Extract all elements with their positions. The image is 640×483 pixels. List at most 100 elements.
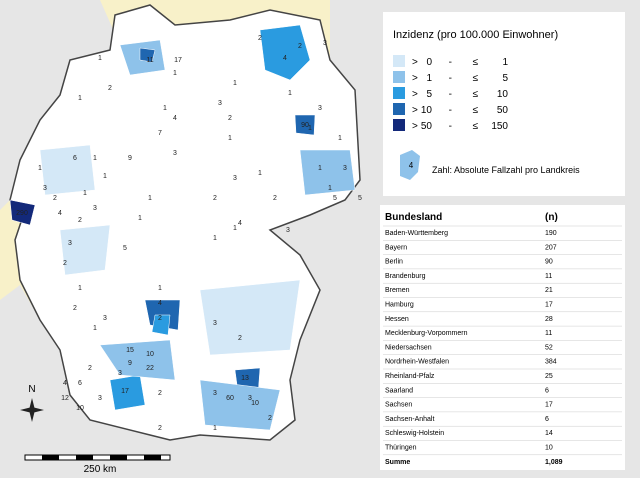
compass-label: N xyxy=(28,384,35,395)
legend-text: > xyxy=(412,73,418,84)
table-cell: 52 xyxy=(545,344,553,351)
table-cell: 207 xyxy=(545,244,557,251)
district-count: 1 xyxy=(328,185,332,192)
district-count: 1 xyxy=(98,55,102,62)
table-cell: Berlin xyxy=(385,259,403,266)
district-count: 6 xyxy=(73,155,77,162)
table-cell: 25 xyxy=(545,373,553,380)
district-count: 2 xyxy=(258,35,262,42)
district-count: 3 xyxy=(118,370,122,377)
district-count: 1 xyxy=(233,80,237,87)
district-count: 2 xyxy=(268,415,272,422)
district-count: 290 xyxy=(16,210,28,217)
district-count: 1 xyxy=(213,425,217,432)
district-count: 5 xyxy=(358,195,362,202)
legend-swatch xyxy=(393,119,405,131)
district-count: 10 xyxy=(76,405,84,412)
district-count: 15 xyxy=(126,347,134,354)
compass xyxy=(20,398,44,422)
district-count: 3 xyxy=(98,395,102,402)
table-cell: Brandenburg xyxy=(385,273,426,280)
table-cell: 10 xyxy=(545,445,553,452)
district-count: 2 xyxy=(158,315,162,322)
legend-swatch xyxy=(393,71,405,83)
districts xyxy=(9,24,356,431)
legend-text: ≤ xyxy=(473,121,479,132)
district-count: 1 xyxy=(318,165,322,172)
legend-text: > xyxy=(412,105,418,116)
district-count: 12 xyxy=(61,395,69,402)
district-count: 1 xyxy=(38,165,42,172)
district-count: 2 xyxy=(88,365,92,372)
district-count: 6 xyxy=(78,380,82,387)
legend-text: - xyxy=(449,89,452,100)
table-cell: 190 xyxy=(545,230,557,237)
district-count: 2 xyxy=(238,335,242,342)
district-count: 1 xyxy=(338,135,342,142)
district-count: 90 xyxy=(301,122,309,129)
legend-text: 10 xyxy=(497,89,509,100)
district-count: 9 xyxy=(128,360,132,367)
note-icon-shape xyxy=(400,150,420,180)
district-count: 4 xyxy=(58,210,62,217)
district-count: 22 xyxy=(146,365,154,372)
district-count: 3 xyxy=(213,390,217,397)
district-count: 3 xyxy=(318,105,322,112)
district-count: 13 xyxy=(241,375,249,382)
legend-title: Inzidenz (pro 100.000 Einwohner) xyxy=(393,29,558,41)
district-count: 3 xyxy=(68,240,72,247)
district-count: 1 xyxy=(228,135,232,142)
table-cell: 21 xyxy=(545,287,553,294)
district-count: 2 xyxy=(53,195,57,202)
table-cell: Hessen xyxy=(385,316,409,323)
table-cell: Saarland xyxy=(385,387,413,394)
district-count: 17 xyxy=(174,57,182,64)
district-count: 4 xyxy=(283,55,287,62)
legend-text: 5 xyxy=(502,73,508,84)
district-count: 2 xyxy=(78,217,82,224)
table-cell: Mecklenburg-Vorpommern xyxy=(385,330,468,337)
table-cell: 28 xyxy=(545,316,553,323)
district-count: 1 xyxy=(93,325,97,332)
table-cell: 17 xyxy=(545,302,553,309)
legend-swatch xyxy=(393,87,405,99)
district-count: 17 xyxy=(121,388,129,395)
district-count: 4 xyxy=(238,220,242,227)
district-count: 3 xyxy=(103,315,107,322)
district-count: 2 xyxy=(228,115,232,122)
table-cell: 1,089 xyxy=(545,459,563,466)
district-count: 60 xyxy=(226,395,234,402)
legend-text: > xyxy=(412,57,418,68)
district-count: 1 xyxy=(163,105,167,112)
table-cell: 384 xyxy=(545,359,557,366)
district-count: 2 xyxy=(273,195,277,202)
district-count: 1 xyxy=(78,285,82,292)
legend-text: - xyxy=(449,73,452,84)
district-count: 3 xyxy=(343,165,347,172)
district-count: 1 xyxy=(158,285,162,292)
legend-text: ≤ xyxy=(473,73,479,84)
district-count: 2 xyxy=(213,195,217,202)
table-cell: Sachsen-Anhalt xyxy=(385,416,434,423)
district-count: 1 xyxy=(138,215,142,222)
district-count: 3 xyxy=(286,227,290,234)
district-count: 3 xyxy=(43,185,47,192)
table-cell: Niedersachsen xyxy=(385,344,432,351)
district-count: 3 xyxy=(248,395,252,402)
table-cell: Schleswig-Holstein xyxy=(385,430,444,437)
district-count: 9 xyxy=(128,155,132,162)
district-count: 1 xyxy=(258,170,262,177)
legend-text: - xyxy=(449,105,452,116)
district-count: 1 xyxy=(93,155,97,162)
district-count: 7 xyxy=(158,130,162,137)
table-cell: Rheinland-Pfalz xyxy=(385,373,435,380)
table-box xyxy=(380,205,625,470)
table-cell: Bayern xyxy=(385,244,407,251)
table-header: (n) xyxy=(545,212,558,223)
district-count: 1 xyxy=(103,173,107,180)
legend-text: 150 xyxy=(491,121,508,132)
legend-text: 5 xyxy=(426,89,432,100)
legend-text: ≤ xyxy=(473,89,479,100)
table-cell: 17 xyxy=(545,402,553,409)
